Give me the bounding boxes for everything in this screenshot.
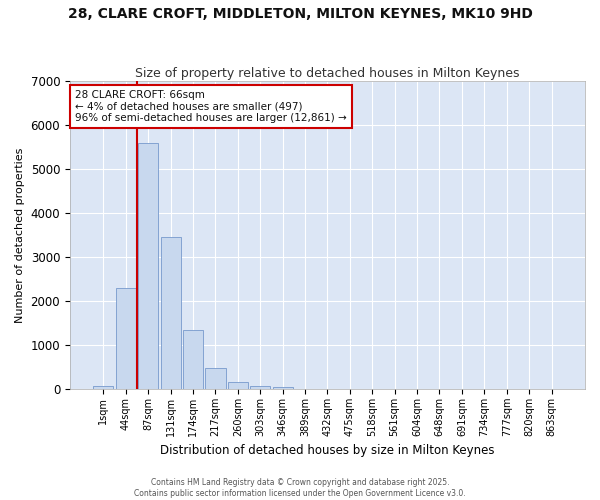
Bar: [228, 382, 248, 389]
Text: Contains HM Land Registry data © Crown copyright and database right 2025.
Contai: Contains HM Land Registry data © Crown c…: [134, 478, 466, 498]
Bar: [183, 330, 203, 389]
Bar: [250, 386, 271, 389]
Bar: [205, 368, 226, 389]
Text: 28, CLARE CROFT, MIDDLETON, MILTON KEYNES, MK10 9HD: 28, CLARE CROFT, MIDDLETON, MILTON KEYNE…: [68, 8, 532, 22]
Title: Size of property relative to detached houses in Milton Keynes: Size of property relative to detached ho…: [135, 66, 520, 80]
Bar: [94, 386, 113, 389]
Bar: [272, 386, 293, 389]
Bar: [116, 288, 136, 389]
Text: 28 CLARE CROFT: 66sqm
← 4% of detached houses are smaller (497)
96% of semi-deta: 28 CLARE CROFT: 66sqm ← 4% of detached h…: [75, 90, 347, 123]
Bar: [161, 237, 181, 389]
Y-axis label: Number of detached properties: Number of detached properties: [15, 147, 25, 322]
Bar: [138, 143, 158, 389]
X-axis label: Distribution of detached houses by size in Milton Keynes: Distribution of detached houses by size …: [160, 444, 495, 458]
